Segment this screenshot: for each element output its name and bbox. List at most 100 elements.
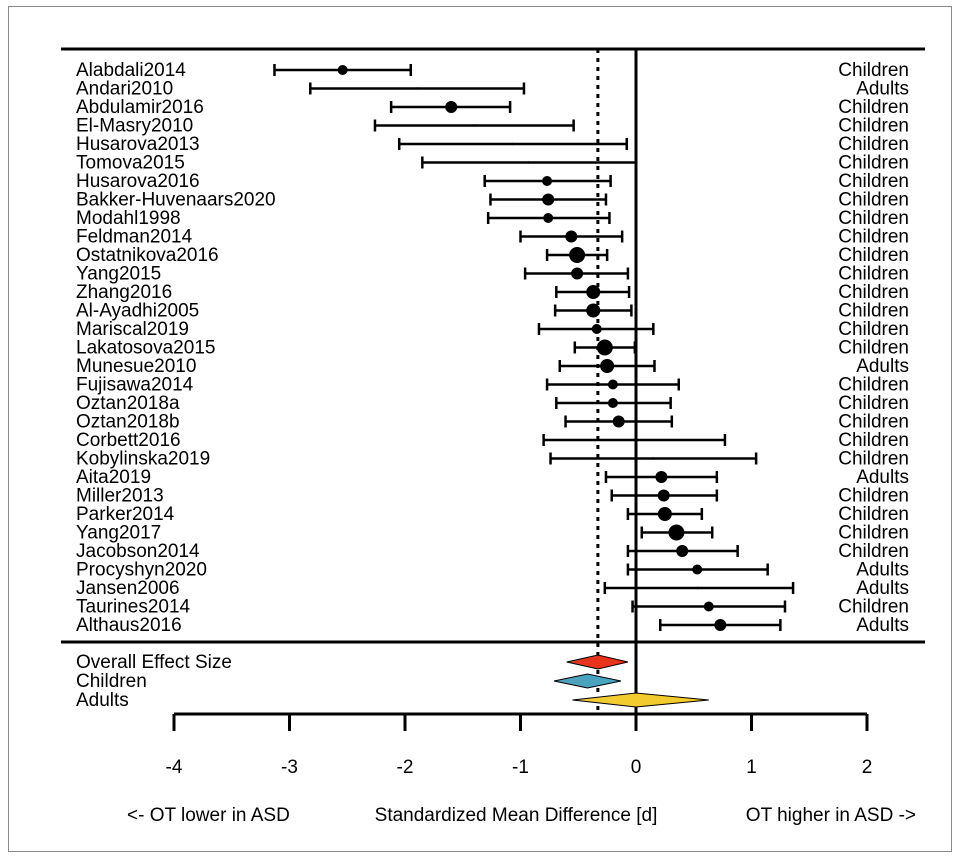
study-group-label: Children [838, 504, 909, 525]
effect-point [543, 213, 554, 223]
x-axis: -4 -3 -2 -1 0 1 2 [166, 712, 872, 778]
effect-point [657, 507, 672, 521]
study-group-label: Children [838, 301, 909, 322]
study-group-label: Adults [856, 560, 909, 581]
study-group-label: Children [838, 227, 909, 248]
effect-point [473, 124, 476, 127]
effect-point [697, 586, 700, 590]
effect-point [607, 398, 618, 408]
study-label: Oztan2018b [76, 412, 180, 433]
study-group-label: Children [838, 60, 909, 81]
study-label: Husarova2013 [76, 134, 200, 155]
effect-point [527, 161, 530, 164]
study-label: Kobylinska2019 [76, 449, 210, 470]
study-label: Fujisawa2014 [76, 375, 194, 396]
summary-label: Children [76, 671, 147, 692]
effect-point [676, 545, 689, 557]
study-group-label: Children [838, 190, 909, 211]
summary-label: Adults [76, 690, 129, 711]
summary-label: Overall Effect Size [76, 652, 232, 673]
summary-diamond [566, 654, 629, 670]
figure-frame [8, 6, 952, 852]
study-label: Aita2019 [76, 467, 151, 488]
study-group-label: Children [838, 245, 909, 266]
effect-point [607, 379, 618, 390]
x-tick-label: -3 [281, 757, 298, 778]
study-group-label: Children [838, 208, 909, 229]
study-group-label: Children [838, 282, 909, 303]
x-axis-label-left: <- OT lower in ASD [127, 805, 290, 826]
study-group-label: Adults [856, 615, 909, 636]
study-label: Taurines2014 [76, 597, 191, 618]
study-label: Andari2010 [76, 79, 173, 100]
effect-point [445, 101, 458, 113]
effect-point [652, 457, 655, 460]
study-label: Yang2015 [76, 264, 161, 285]
study-group-label: Children [838, 153, 909, 174]
effect-point [569, 247, 586, 263]
study-group-label: Children [838, 171, 909, 192]
x-axis-label-right: OT higher in ASD -> [746, 805, 916, 826]
x-tick-label: -2 [397, 757, 414, 778]
effect-point [692, 564, 703, 575]
effect-point [511, 142, 514, 146]
study-label: Tomova2015 [76, 153, 185, 174]
x-tick-label: -1 [512, 757, 529, 778]
study-group-label: Adults [856, 578, 909, 599]
effect-point [571, 267, 584, 280]
study-group-label: Children [838, 541, 909, 562]
summary-diamond [553, 673, 622, 689]
study-label: Jansen2006 [76, 578, 180, 599]
study-label: Zhang2016 [76, 282, 172, 303]
study-label: Procyshyn2020 [76, 560, 207, 581]
study-label: Lakatosova2015 [76, 338, 215, 359]
study-group-label: Children [838, 430, 909, 451]
study-label: Ostatnikova2016 [76, 245, 219, 266]
study-group-label: Adults [856, 356, 909, 377]
study-group-label: Children [838, 116, 909, 137]
effect-point [714, 619, 727, 631]
study-label: Abdulamir2016 [76, 97, 204, 118]
study-label: Miller2013 [76, 486, 164, 507]
effect-point [542, 193, 555, 206]
study-label: Al-Ayadhi2005 [76, 301, 199, 322]
effect-point [337, 65, 348, 75]
effect-point [668, 524, 685, 541]
study-label: El-Masry2010 [76, 116, 193, 137]
study-group-label: Adults [856, 467, 909, 488]
effect-point [703, 601, 714, 612]
study-label: Modahl1998 [76, 208, 181, 229]
summary-diamond [572, 692, 709, 708]
effect-point [657, 489, 670, 502]
effect-point [416, 87, 419, 90]
effect-point [565, 230, 578, 243]
study-group-label: Children [838, 97, 909, 118]
study-label: Yang2017 [76, 523, 161, 544]
effect-point [632, 438, 635, 442]
x-tick-label: -4 [166, 757, 183, 778]
x-tick-label: 1 [746, 757, 757, 778]
effect-point [655, 471, 668, 483]
study-label: Bakker-Huvenaars2020 [76, 190, 276, 211]
study-label: Munesue2010 [76, 356, 196, 377]
reference-lines [596, 49, 638, 714]
effect-point [591, 324, 602, 334]
study-group-label: Children [838, 393, 909, 414]
study-rows: Alabdali2014 Children Andari2010 Adults Abdu… [76, 60, 909, 636]
study-label: Jacobson2014 [76, 541, 200, 562]
study-label: Feldman2014 [76, 227, 193, 248]
study-group-label: Children [838, 523, 909, 544]
study-group-label: Adults [856, 79, 909, 100]
x-axis-title: Standardized Mean Difference [d] [375, 805, 658, 826]
effect-point [612, 415, 625, 428]
study-label: Corbett2016 [76, 430, 181, 451]
effect-point [542, 176, 553, 186]
study-label: Alabdali2014 [76, 60, 186, 81]
study-group-label: Children [838, 319, 909, 340]
effect-point [600, 359, 615, 373]
study-label: Husarova2016 [76, 171, 200, 192]
study-group-label: Children [838, 412, 909, 433]
study-label: Parker2014 [76, 504, 175, 525]
